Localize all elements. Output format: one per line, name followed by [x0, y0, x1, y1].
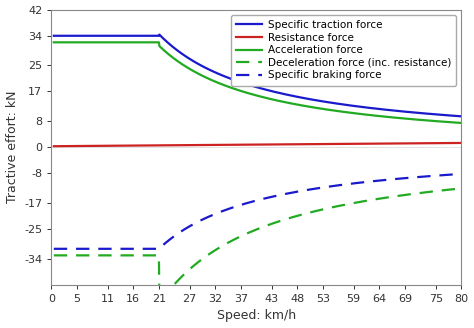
Specific traction force: [288, 93, 294, 97]
Specific traction force: [458, 114, 464, 118]
Specific traction force: [402, 110, 408, 113]
Resistance force: [402, 141, 408, 145]
Specific braking force: [402, 176, 408, 180]
Specific braking force: [360, 180, 366, 184]
Specific traction force: [361, 105, 366, 109]
Specific traction force: [156, 33, 162, 37]
X-axis label: Speed: km/h: Speed: km/h: [217, 309, 296, 322]
Acceleration force: [458, 121, 464, 125]
Resistance force: [51, 144, 57, 148]
Line: Resistance force: Resistance force: [54, 143, 461, 146]
Resistance force: [458, 141, 464, 145]
Specific traction force: [51, 34, 57, 38]
Acceleration force: [298, 103, 304, 107]
Acceleration force: [76, 40, 82, 44]
Resistance force: [298, 142, 304, 146]
Deceleration force (inc. resistance): [76, 254, 82, 257]
Specific braking force: [76, 247, 82, 251]
Specific traction force: [76, 34, 82, 38]
Acceleration force: [310, 106, 316, 110]
Specific braking force: [458, 172, 464, 176]
Line: Specific braking force: Specific braking force: [54, 174, 461, 249]
Resistance force: [76, 144, 82, 148]
Specific braking force: [298, 189, 304, 193]
Acceleration force: [402, 116, 408, 120]
Specific braking force: [51, 247, 57, 251]
Specific braking force: [288, 191, 293, 195]
Acceleration force: [288, 101, 293, 105]
Acceleration force: [360, 112, 366, 116]
Resistance force: [360, 142, 366, 146]
Specific braking force: [310, 187, 316, 191]
Y-axis label: Tractive effort: kN: Tractive effort: kN: [6, 91, 18, 203]
Deceleration force (inc. resistance): [156, 301, 162, 305]
Specific traction force: [299, 96, 305, 100]
Resistance force: [310, 142, 316, 146]
Line: Deceleration force (inc. resistance): Deceleration force (inc. resistance): [54, 188, 461, 303]
Deceleration force (inc. resistance): [458, 186, 464, 190]
Deceleration force (inc. resistance): [361, 199, 366, 203]
Acceleration force: [51, 40, 57, 44]
Deceleration force (inc. resistance): [299, 213, 305, 216]
Deceleration force (inc. resistance): [288, 216, 294, 220]
Legend: Specific traction force, Resistance force, Acceleration force, Deceleration forc: Specific traction force, Resistance forc…: [231, 15, 456, 86]
Specific traction force: [311, 98, 317, 102]
Deceleration force (inc. resistance): [51, 254, 57, 257]
Line: Acceleration force: Acceleration force: [54, 42, 461, 123]
Line: Specific traction force: Specific traction force: [54, 35, 461, 116]
Deceleration force (inc. resistance): [402, 193, 408, 197]
Deceleration force (inc. resistance): [311, 210, 317, 214]
Resistance force: [288, 142, 293, 146]
